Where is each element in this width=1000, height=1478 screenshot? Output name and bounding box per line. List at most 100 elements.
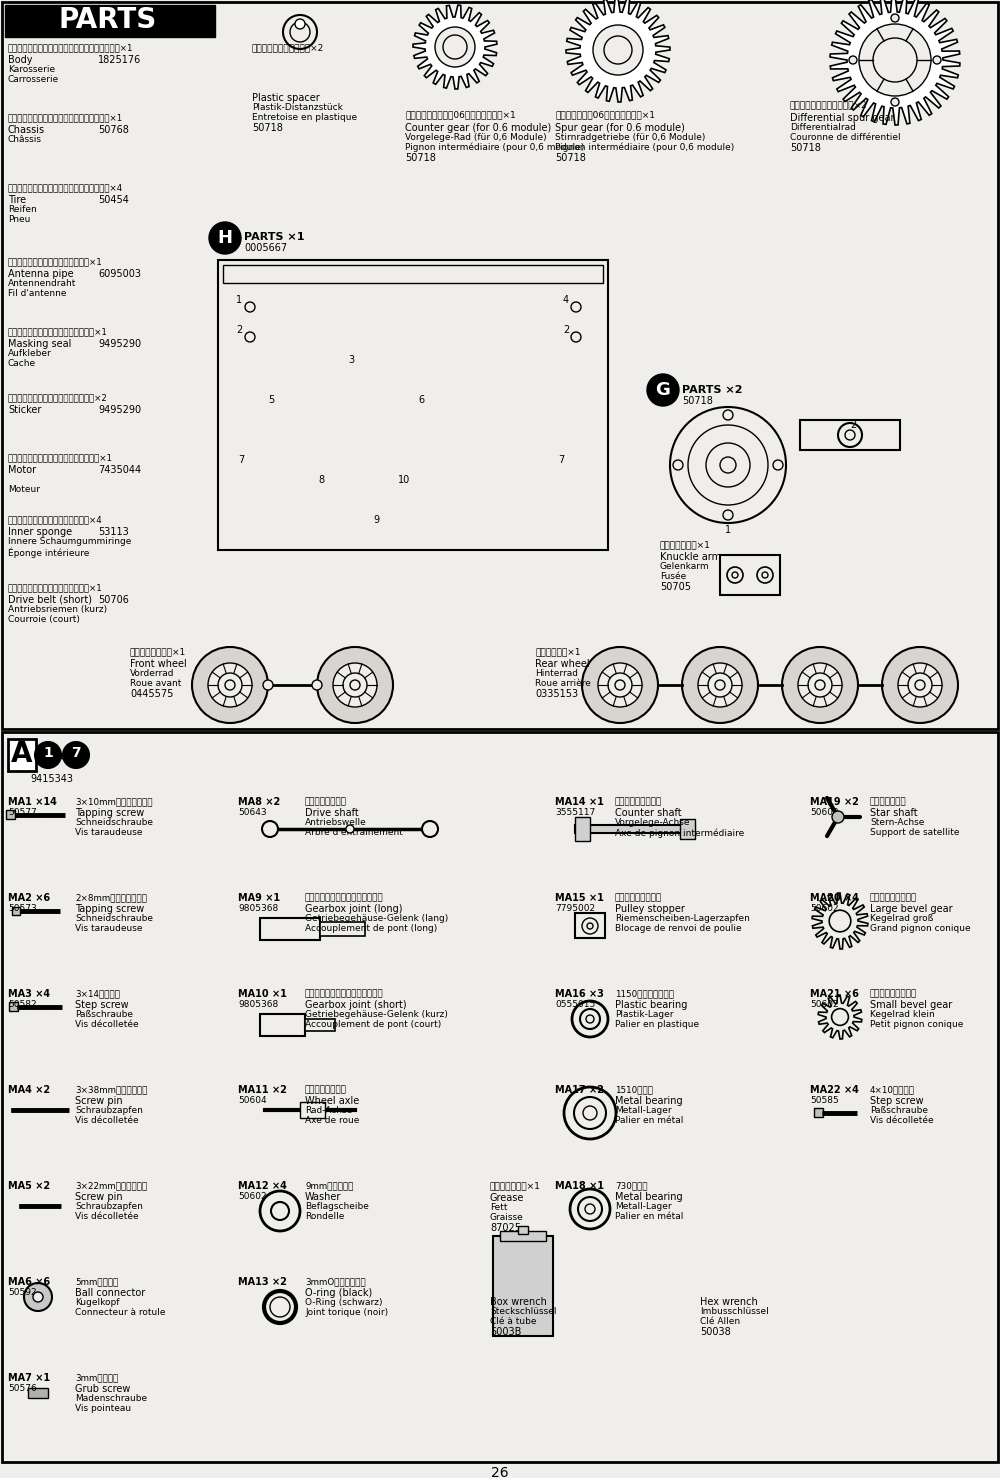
Text: 3mmイモネジ: 3mmイモネジ <box>75 1373 118 1382</box>
Bar <box>9 1002 18 1011</box>
Text: 1: 1 <box>725 525 731 535</box>
Text: Stirnradgetriebe (für 0,6 Module): Stirnradgetriebe (für 0,6 Module) <box>555 133 705 142</box>
Text: 3×14段付ビス: 3×14段付ビス <box>75 989 120 998</box>
Text: 1: 1 <box>43 746 53 760</box>
Text: Schneidschraube: Schneidschraube <box>75 817 153 828</box>
Text: ベベルギヤー（小）: ベベルギヤー（小） <box>870 989 917 998</box>
Text: G: G <box>656 381 670 399</box>
Circle shape <box>762 572 768 578</box>
Text: Hinterrad: Hinterrad <box>535 670 578 678</box>
Text: Madenschraube: Madenschraube <box>75 1394 147 1403</box>
Text: Differential spur gear: Differential spur gear <box>790 112 895 123</box>
Circle shape <box>698 664 742 706</box>
Text: 5mmピボール: 5mmピボール <box>75 1277 118 1286</box>
Text: Plastic bearing: Plastic bearing <box>615 1001 687 1009</box>
Polygon shape <box>812 893 868 949</box>
Text: Metall-Lager: Metall-Lager <box>615 1106 672 1114</box>
Text: Star shaft: Star shaft <box>870 808 918 817</box>
Bar <box>680 819 695 840</box>
Text: Spur gear (for 0.6 module): Spur gear (for 0.6 module) <box>555 123 685 133</box>
Text: O-Ring (schwarz): O-Ring (schwarz) <box>305 1298 382 1307</box>
Circle shape <box>35 742 61 769</box>
Text: マスクシール・・・・・・・・・・・×1: マスクシール・・・・・・・・・・・×1 <box>8 327 108 336</box>
Circle shape <box>859 24 931 96</box>
Text: Body: Body <box>8 55 32 65</box>
Polygon shape <box>830 0 960 126</box>
Text: Rondelle: Rondelle <box>305 1212 344 1221</box>
Circle shape <box>263 680 273 690</box>
Polygon shape <box>413 4 497 89</box>
Text: スパーギヤー（06モジュール用）×1: スパーギヤー（06モジュール用）×1 <box>555 109 655 120</box>
Text: Tapping screw: Tapping screw <box>75 808 144 817</box>
Text: 50705: 50705 <box>660 582 691 593</box>
Text: Motor: Motor <box>8 466 36 474</box>
Text: 3×38mmスクリュピン: 3×38mmスクリュピン <box>75 1085 148 1094</box>
Circle shape <box>208 664 252 706</box>
Circle shape <box>815 680 825 690</box>
Text: Kegelrad klein: Kegelrad klein <box>870 1009 935 1018</box>
Text: Fett: Fett <box>490 1203 508 1212</box>
Text: プーリーストッパー: プーリーストッパー <box>615 893 662 902</box>
Text: 50602: 50602 <box>238 1191 267 1202</box>
Text: 2: 2 <box>850 420 856 430</box>
Text: Gelenkarm: Gelenkarm <box>660 562 710 571</box>
Text: Sticker: Sticker <box>8 405 41 415</box>
Text: ナックルアーム×1: ナックルアーム×1 <box>660 539 711 548</box>
Circle shape <box>727 568 743 582</box>
Text: 2: 2 <box>236 325 242 336</box>
Text: 4: 4 <box>563 296 569 304</box>
Text: 50577: 50577 <box>8 808 37 817</box>
Text: Antriebswelle: Antriebswelle <box>305 817 367 828</box>
Text: Plastic spacer: Plastic spacer <box>252 93 320 103</box>
Text: ステッカー・・・・・・・・・・・・×2: ステッカー・・・・・・・・・・・・×2 <box>8 393 108 402</box>
Text: タイヤ・・・・・・・・・・・・・・・・・×4: タイヤ・・・・・・・・・・・・・・・・・×4 <box>8 183 123 192</box>
Text: Vis décolletée: Vis décolletée <box>870 1116 934 1125</box>
Text: ギヤーボックスジョイント（長）: ギヤーボックスジョイント（長） <box>305 893 384 902</box>
Text: Fil d'antenne: Fil d'antenne <box>8 290 66 299</box>
Text: 1150プラベアリング: 1150プラベアリング <box>615 989 674 998</box>
Text: Axe de pignon intermédiaire: Axe de pignon intermédiaire <box>615 828 744 838</box>
Text: 50038: 50038 <box>700 1327 731 1338</box>
Circle shape <box>350 680 360 690</box>
Circle shape <box>682 647 758 723</box>
Text: Masking seal: Masking seal <box>8 338 71 349</box>
Text: Vis pointeau: Vis pointeau <box>75 1404 131 1413</box>
Text: Tapping screw: Tapping screw <box>75 905 144 913</box>
Bar <box>814 1108 823 1117</box>
Circle shape <box>262 820 278 837</box>
Text: Gearbox joint (long): Gearbox joint (long) <box>305 905 402 913</box>
Text: MA15 ×1: MA15 ×1 <box>555 893 604 903</box>
Bar <box>800 420 900 449</box>
Circle shape <box>798 664 842 706</box>
Text: 9: 9 <box>373 514 379 525</box>
Text: ベベルシャフト: ベベルシャフト <box>870 797 907 806</box>
Text: Éponge intérieure: Éponge intérieure <box>8 547 89 557</box>
Text: 7435044: 7435044 <box>98 466 141 474</box>
Text: Joint torique (noir): Joint torique (noir) <box>305 1308 388 1317</box>
Circle shape <box>580 1009 600 1029</box>
Circle shape <box>647 374 679 406</box>
Text: Getriebegehäuse-Gelenk (kurz): Getriebegehäuse-Gelenk (kurz) <box>305 1009 448 1018</box>
Text: MA14 ×1: MA14 ×1 <box>555 797 604 807</box>
Circle shape <box>723 409 733 420</box>
Circle shape <box>582 918 598 934</box>
Circle shape <box>192 647 268 723</box>
Text: Knuckle arm: Knuckle arm <box>660 551 721 562</box>
Circle shape <box>593 25 643 75</box>
Text: Inner sponge: Inner sponge <box>8 528 72 537</box>
Text: Gearbox joint (short): Gearbox joint (short) <box>305 1001 407 1009</box>
Text: 5003B: 5003B <box>490 1327 521 1338</box>
Circle shape <box>317 647 393 723</box>
Text: Palier en métal: Palier en métal <box>615 1116 683 1125</box>
Text: 50604: 50604 <box>238 1097 267 1106</box>
Text: 50706: 50706 <box>98 596 129 605</box>
Bar <box>500 1231 546 1242</box>
Text: Metal bearing: Metal bearing <box>615 1097 683 1106</box>
Text: 0445575: 0445575 <box>130 689 173 699</box>
Circle shape <box>832 811 844 823</box>
Text: Accouplement de pont (long): Accouplement de pont (long) <box>305 924 437 933</box>
Text: Getriebegehäuse-Gelenk (lang): Getriebegehäuse-Gelenk (lang) <box>305 913 448 922</box>
Text: Vorderrad: Vorderrad <box>130 670 175 678</box>
Text: 50768: 50768 <box>98 126 129 134</box>
Text: 3: 3 <box>348 355 354 365</box>
